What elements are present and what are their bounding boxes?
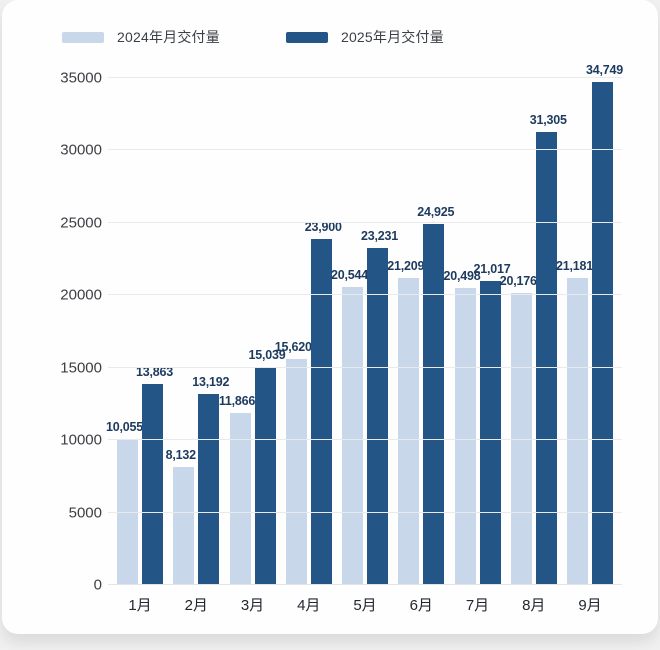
- value-label: 20,176: [499, 273, 537, 288]
- bar-group-5月: 20,544 23,231 5月: [331, 78, 398, 614]
- y-tick-label: 25000: [60, 214, 102, 232]
- value-label: 8,132: [165, 448, 196, 463]
- y-tick-label: 15000: [60, 359, 102, 377]
- value-label: 13,192: [192, 374, 230, 389]
- gridline: [108, 77, 622, 78]
- bar-2024-3月: 11,866: [219, 394, 255, 585]
- bar-group-4月: 15,620 23,900 4月: [275, 78, 342, 614]
- bar-group-6月: 21,209 24,925 6月: [387, 78, 454, 614]
- bar-group-1月: 10,055 13,863 1月: [106, 78, 173, 614]
- gridline: [108, 511, 622, 513]
- value-label: 31,305: [529, 112, 567, 127]
- x-tick-label: 5月: [353, 597, 377, 614]
- bar-2024-4月: 15,620: [275, 340, 312, 585]
- x-axis-line: [108, 584, 622, 585]
- bar-2025-4月: 23,900: [305, 220, 342, 585]
- value-label: 34,749: [585, 62, 624, 77]
- legend-label: 2024年月交付量: [117, 29, 220, 45]
- bar-2025-6月: 24,925: [417, 205, 454, 585]
- legend-swatch: [285, 31, 328, 43]
- value-label: 21,017: [473, 261, 511, 276]
- x-tick-label: 4月: [297, 597, 321, 614]
- x-tick-label: 7月: [465, 597, 490, 614]
- legend-label: 2025年月交付量: [340, 29, 444, 45]
- bar-2025-3月: 15,039: [248, 348, 286, 585]
- plot-area: 10,055 13,863 1月 8,132 13,192 2月 11,866 15,039 3…: [106, 63, 623, 614]
- bar-2024-5月: 20,544: [331, 268, 368, 585]
- y-tick-label: 10000: [60, 431, 102, 449]
- bar-2025-9月: 34,749: [586, 63, 623, 585]
- bar-2025-2月: 13,192: [192, 375, 229, 585]
- chart-card: 2024年月交付量 2025年月交付量 0 5000 10000 15000 20000 2…: [2, 0, 658, 634]
- bar-2024-2月: 8,132: [166, 448, 196, 585]
- value-label: 15,620: [274, 339, 312, 354]
- bar-2025-7月: 21,017: [473, 262, 511, 585]
- legend: 2024年月交付量 2025年月交付量: [62, 27, 444, 47]
- x-tick-label: 8月: [522, 597, 546, 614]
- y-axis-labels: 0 5000 10000 15000 20000 25000 30000 35000: [2, 70, 102, 594]
- y-tick-label: 0: [93, 576, 102, 594]
- value-label: 23,231: [360, 229, 399, 244]
- bar-group-2月: 8,132 13,192 2月: [166, 78, 230, 614]
- y-tick-label: 35000: [60, 69, 102, 87]
- bar-group-8月: 20,176 31,305 8月: [500, 78, 567, 614]
- legend-item-2024: 2024年月交付量: [62, 27, 220, 47]
- value-label: 15,039: [248, 348, 286, 363]
- value-label: 24,925: [417, 204, 455, 219]
- bar-2024-9月: 21,181: [556, 259, 593, 585]
- x-tick-label: 1月: [128, 597, 152, 614]
- bar-2024-6月: 21,209: [387, 259, 424, 585]
- bar-group-9月: 21,181 34,749 9月: [556, 63, 623, 614]
- gridline: [108, 439, 622, 441]
- bar-group-7月: 20,498 21,017 7月: [443, 78, 511, 614]
- legend-item-2025: 2025年月交付量: [285, 27, 444, 47]
- bar-2025-1月: 13,863: [136, 365, 173, 585]
- value-label: 20,498: [443, 269, 481, 284]
- gridline: [108, 366, 622, 368]
- x-tick-label: 9月: [578, 597, 602, 614]
- bar-2025-5月: 23,231: [361, 229, 398, 585]
- gridline: [108, 149, 622, 151]
- bar-2024-7月: 20,498: [443, 269, 481, 585]
- legend-swatch: [62, 31, 104, 43]
- x-tick-label: 2月: [184, 597, 208, 614]
- value-label: 20,544: [330, 268, 369, 283]
- gridline: [108, 294, 622, 296]
- value-label: 10,055: [105, 420, 144, 435]
- x-tick-label: 6月: [409, 597, 433, 614]
- y-tick-label: 5000: [68, 504, 102, 522]
- y-tick-label: 20000: [60, 286, 102, 304]
- y-tick-label: 30000: [60, 141, 102, 159]
- bar-group-3月: 11,866 15,039 3月: [219, 78, 286, 614]
- gridline: [108, 221, 622, 223]
- bar-groups: 10,055 13,863 1月 8,132 13,192 2月 11,866 15,039 3…: [106, 63, 623, 614]
- x-tick-label: 3月: [240, 597, 265, 614]
- value-label: 21,209: [387, 258, 425, 273]
- value-label: 21,181: [555, 259, 594, 274]
- value-label: 23,900: [304, 219, 342, 234]
- bar-2025-8月: 31,305: [530, 113, 567, 585]
- value-label: 11,866: [218, 394, 256, 409]
- value-label: 13,863: [135, 365, 174, 380]
